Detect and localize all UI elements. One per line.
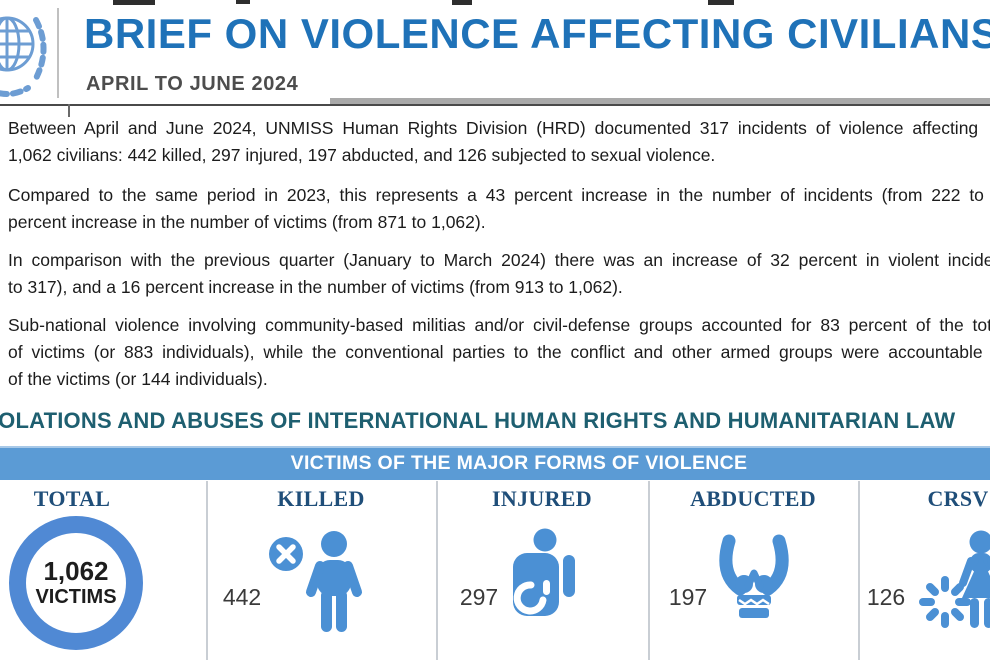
paragraph-yearly-comparison: Compared to the same period in 2023, thi… bbox=[8, 182, 990, 236]
victims-banner: VICTIMS OF THE MAJOR FORMS OF VIOLENCE bbox=[0, 446, 990, 480]
header-rule bbox=[330, 98, 990, 104]
paragraph-line: Sub-national violence involving communit… bbox=[8, 315, 990, 335]
stat-value-abducted: 197 bbox=[668, 584, 708, 610]
paragraph-line: 1,062 civilians: 442 killed, 297 injured… bbox=[8, 145, 716, 165]
bound-hands-icon bbox=[719, 534, 789, 618]
paragraph-subnational-violence: Sub-national violence involving communit… bbox=[8, 312, 990, 393]
sexual-violence-icon bbox=[919, 530, 990, 628]
total-victims-ring: 1,062 VICTIMS bbox=[9, 516, 143, 650]
header-rule bbox=[0, 104, 990, 106]
top-edge-mark bbox=[113, 0, 155, 5]
stat-value-killed: 442 bbox=[222, 584, 262, 610]
paragraph-line: to 317), and a 16 percent increase in th… bbox=[8, 277, 623, 297]
person-injured-icon bbox=[513, 528, 575, 616]
paragraph-line: Compared to the same period in 2023, thi… bbox=[8, 185, 990, 205]
stat-label-injured: INJURED bbox=[492, 486, 592, 511]
paragraph-line: of victims (or 883 individuals), while t… bbox=[8, 342, 990, 362]
top-edge-mark bbox=[236, 0, 250, 4]
column-divider bbox=[206, 481, 208, 660]
stat-label-total: TOTAL bbox=[33, 486, 111, 511]
paragraph-line: In comparison with the previous quarter … bbox=[8, 250, 990, 270]
top-edge-mark bbox=[452, 0, 472, 5]
column-divider bbox=[648, 481, 650, 660]
paragraph-line: percent increase in the number of victim… bbox=[8, 212, 486, 232]
header-divider bbox=[57, 8, 59, 98]
paragraph-line: of the victims (or 144 individuals). bbox=[8, 369, 268, 389]
stat-label-killed: KILLED bbox=[277, 486, 365, 511]
un-emblem-icon bbox=[0, 16, 47, 97]
stat-value-injured: 297 bbox=[459, 584, 499, 610]
section-heading-violations: VIOLATIONS AND ABUSES OF INTERNATIONAL H… bbox=[0, 408, 990, 440]
stat-label-abducted: ABDUCTED bbox=[690, 486, 816, 511]
header-rule-tick bbox=[68, 104, 70, 117]
stat-value-crsv: 126 bbox=[866, 584, 906, 610]
section-heading-text: VIOLATIONS AND ABUSES OF INTERNATIONAL H… bbox=[0, 408, 956, 433]
total-victims-value: 1,062 bbox=[43, 555, 109, 586]
column-divider bbox=[858, 481, 860, 660]
stat-label-crsv: CRSV bbox=[927, 486, 989, 511]
paragraph-quarterly-comparison: In comparison with the previous quarter … bbox=[8, 247, 990, 301]
total-victims-unit: VICTIMS bbox=[35, 586, 117, 609]
paragraph-line: Between April and June 2024, UNMISS Huma… bbox=[8, 118, 979, 138]
report-period: APRIL TO JUNE 2024 bbox=[86, 73, 299, 95]
page-title: BRIEF ON VIOLENCE AFFECTING CIVILIANS bbox=[84, 10, 990, 57]
column-divider bbox=[436, 481, 438, 660]
top-edge-mark bbox=[708, 0, 734, 5]
person-killed-icon bbox=[269, 531, 362, 632]
paragraph-incidents-summary: Between April and June 2024, UNMISS Huma… bbox=[8, 115, 978, 169]
